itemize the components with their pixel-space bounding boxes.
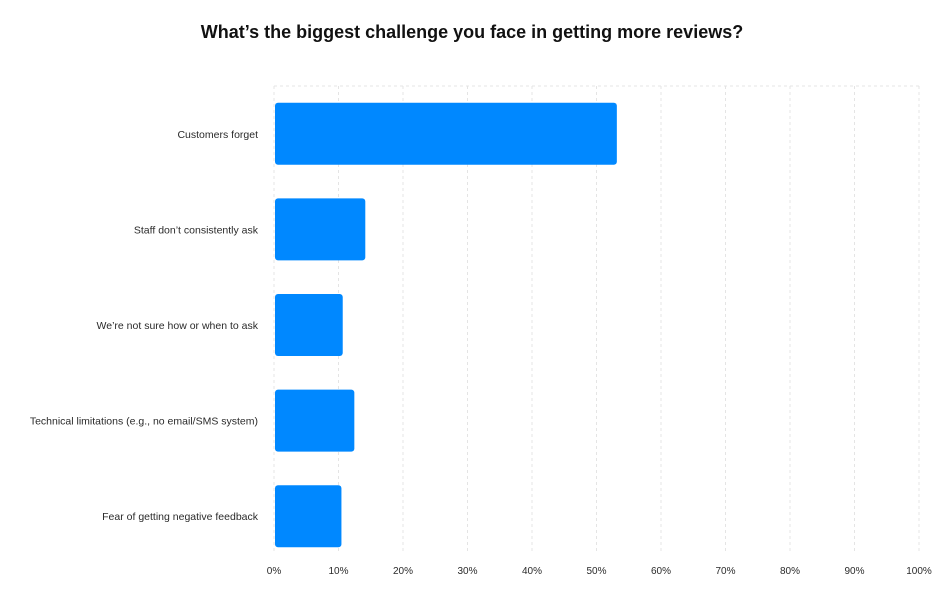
x-tick-label: 20%: [393, 566, 413, 577]
x-tick-label: 40%: [522, 566, 542, 577]
x-tick-label: 10%: [328, 566, 348, 577]
x-axis-tick-labels: 0% 10% 20% 30% 40% 50% 60% 70% 80% 90% 100%: [267, 566, 932, 577]
x-tick-label: 50%: [586, 566, 606, 577]
category-label: Staff don’t consistently ask: [134, 224, 259, 236]
bar: [275, 294, 343, 356]
bar: [275, 485, 342, 548]
bars: [275, 102, 617, 548]
category-labels: Customers forget Staff don’t consistently…: [30, 129, 259, 523]
x-tick-label: 0%: [267, 566, 282, 577]
chart-title: What’s the biggest challenge you face in…: [200, 22, 744, 42]
category-label: Technical limitations (e.g., no email/SM…: [30, 416, 258, 428]
bar: [275, 102, 617, 165]
category-label: Fear of getting negative feedback: [102, 511, 259, 523]
category-label: Customers forget: [177, 129, 258, 141]
x-tick-label: 90%: [844, 566, 864, 577]
bar: [275, 389, 355, 452]
category-label: We’re not sure how or when to ask: [97, 320, 259, 332]
bar: [275, 198, 366, 261]
x-tick-label: 100%: [906, 566, 932, 577]
x-tick-label: 70%: [715, 566, 735, 577]
x-tick-label: 80%: [780, 566, 800, 577]
x-tick-label: 60%: [651, 566, 671, 577]
x-tick-label: 30%: [457, 566, 477, 577]
